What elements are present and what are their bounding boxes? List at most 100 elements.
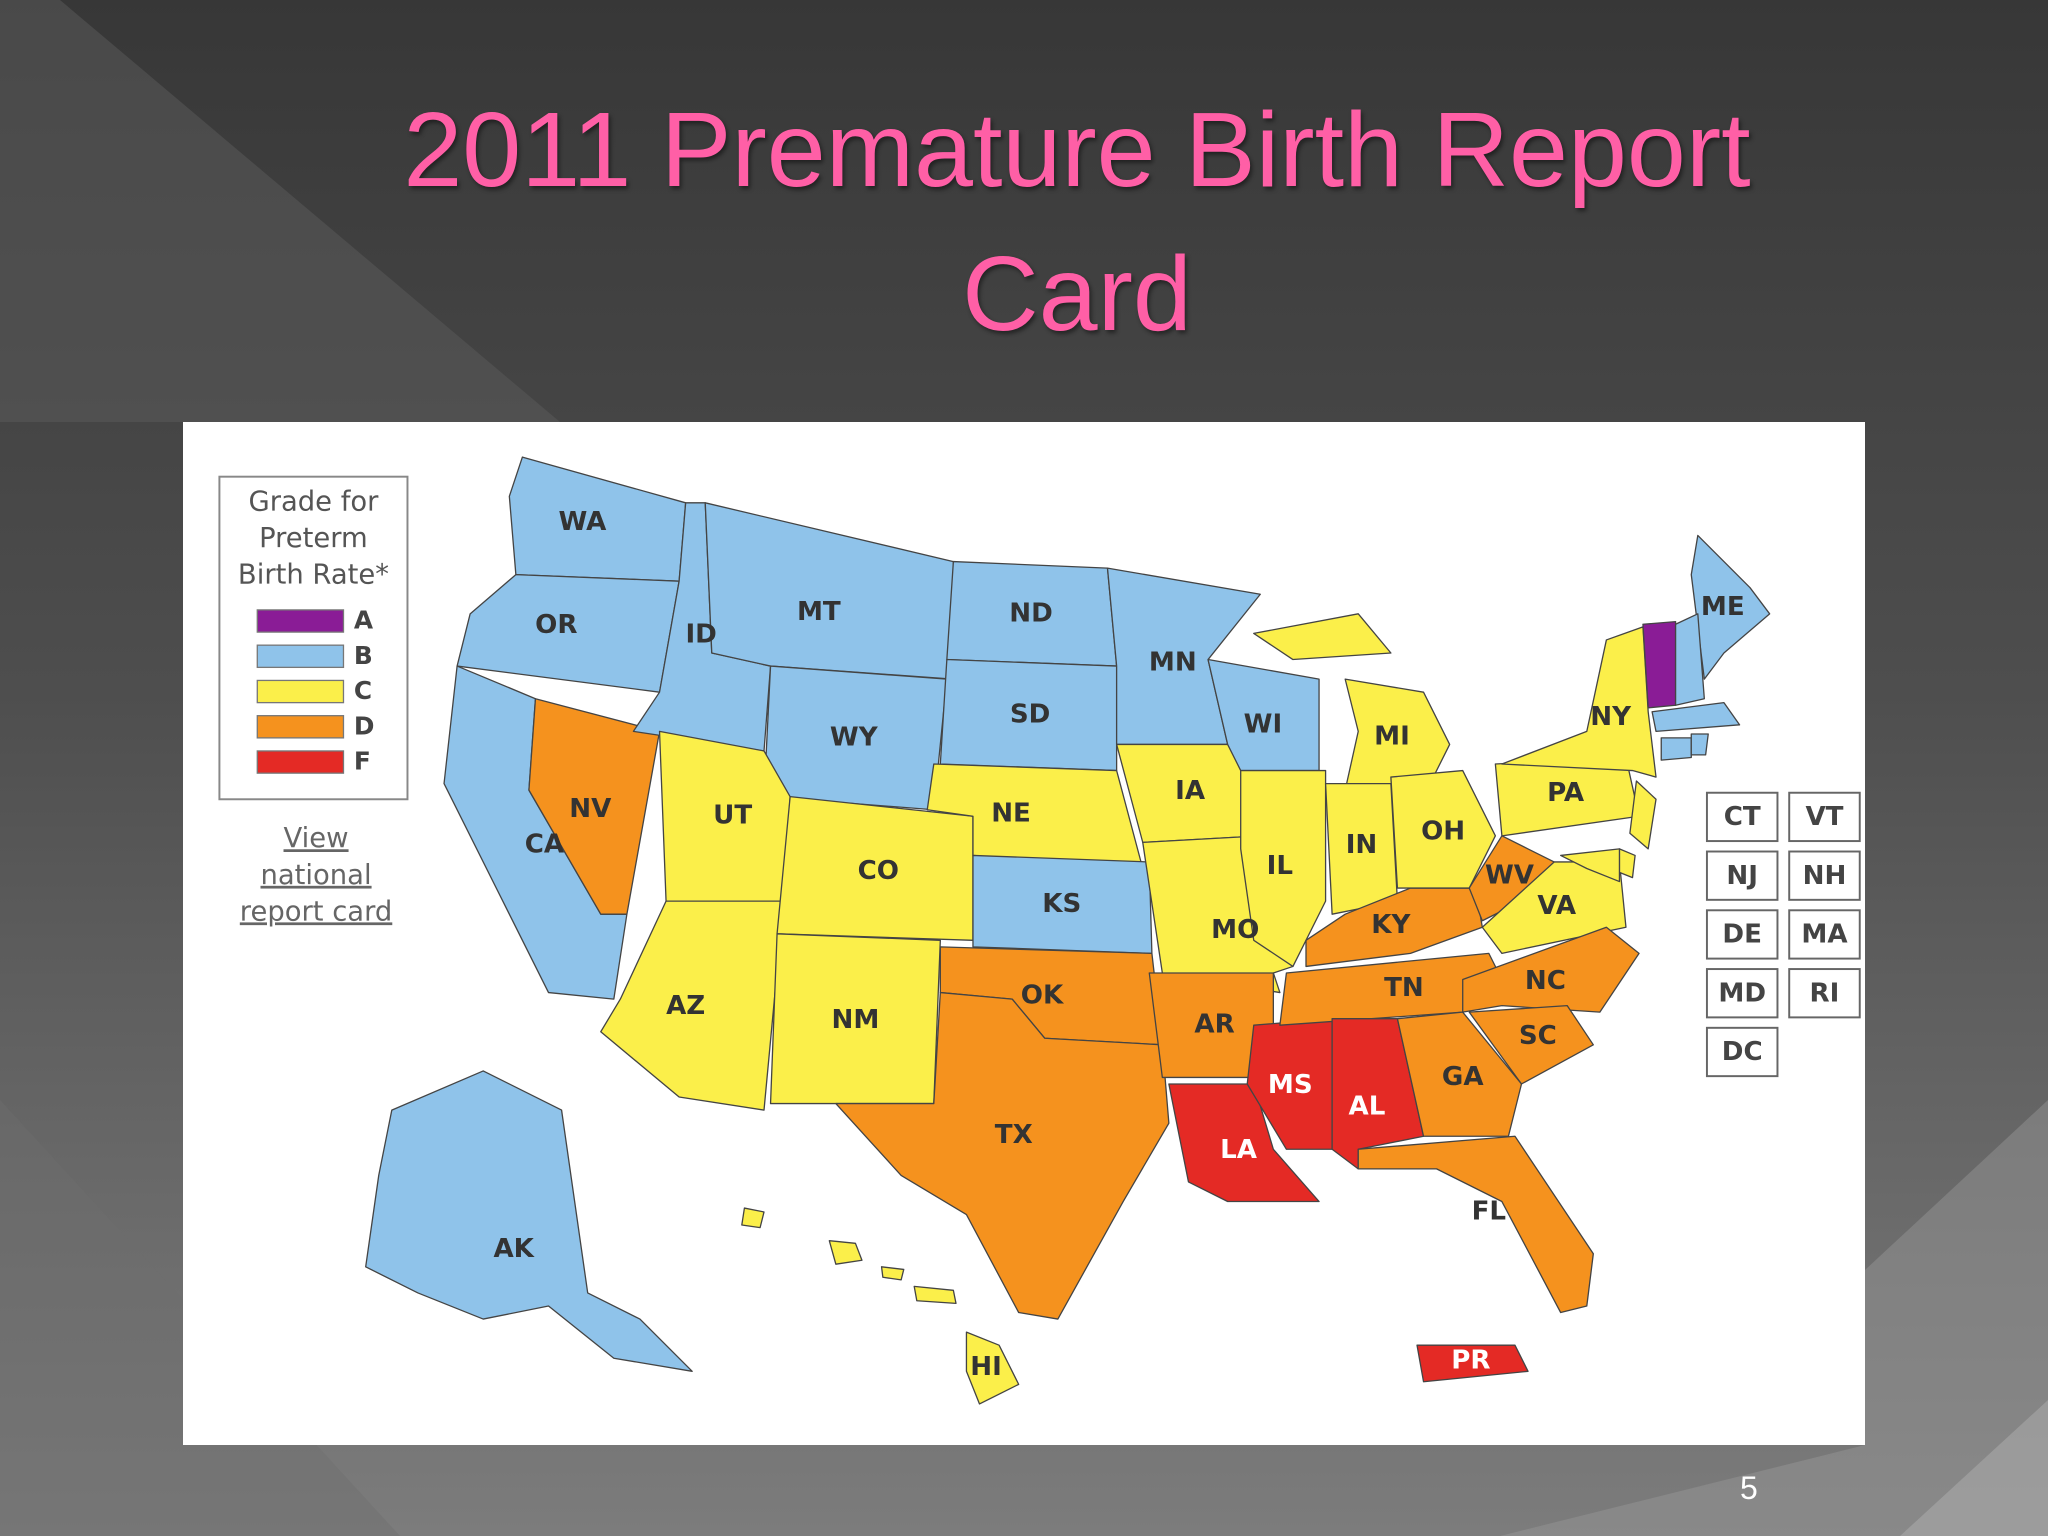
state-shape: [1416, 1344, 1529, 1383]
small-state-box: [1705, 909, 1779, 960]
state-label: OR: [535, 610, 577, 640]
state-label: KY: [1371, 910, 1411, 940]
state-label: IL: [1267, 851, 1293, 881]
legend-swatch: [256, 609, 345, 633]
small-state-label: VT: [1805, 802, 1843, 832]
state-shape: [456, 573, 680, 693]
state-label: AZ: [666, 991, 705, 1021]
slide-title: 2011 Premature Birth Report Card: [403, 91, 1751, 353]
state-shape: [913, 1285, 957, 1305]
state-shape: [835, 991, 1170, 1320]
state-label: CA: [525, 829, 565, 859]
state-shape: [828, 1240, 863, 1265]
small-state-label: MD: [1718, 978, 1766, 1008]
state-shape: [1560, 848, 1621, 883]
state-label: OK: [1021, 980, 1065, 1010]
state-label: MN: [1149, 647, 1197, 677]
legend-letter: C: [354, 676, 372, 705]
state-label: CO: [858, 856, 899, 886]
report-card-link: national: [261, 860, 372, 891]
state-shape: [1253, 613, 1392, 661]
small-state-box: [1788, 909, 1861, 960]
state-shape: [1629, 780, 1657, 850]
state-shape: [1674, 613, 1705, 706]
state-label: TX: [995, 1120, 1033, 1150]
small-state-label: DC: [1722, 1037, 1763, 1067]
legend-title: Birth Rate*: [238, 559, 389, 590]
small-state-box: [1705, 968, 1779, 1019]
state-label: GA: [1442, 1062, 1484, 1092]
state-label: IA: [1175, 776, 1206, 806]
slide-number: 5: [1740, 1470, 1758, 1506]
state-label: IN: [1346, 830, 1378, 860]
state-label: AL: [1349, 1091, 1386, 1121]
state-label: WA: [559, 507, 608, 537]
state-label: NE: [991, 799, 1031, 829]
report-card-link: report card: [240, 896, 392, 927]
state-label: AR: [1194, 1010, 1234, 1040]
state-label: WY: [830, 722, 879, 752]
report-card-link: View: [284, 823, 349, 854]
state-shape: [1396, 1011, 1523, 1137]
state-label: LA: [1220, 1135, 1258, 1165]
state-label: WV: [1485, 861, 1535, 891]
state-label: NC: [1525, 966, 1566, 996]
state-shape: [741, 1207, 765, 1229]
legend-letter: D: [354, 711, 375, 740]
state-shape: [1357, 1135, 1594, 1314]
state-label: HI: [970, 1352, 1002, 1382]
legend-letter: B: [354, 641, 373, 670]
state-shape: [1642, 621, 1677, 709]
state-label: UT: [713, 801, 752, 831]
legend-swatch: [256, 715, 345, 739]
state-label: NV: [569, 794, 612, 824]
legend-swatch: [256, 750, 345, 774]
state-label: MI: [1374, 721, 1410, 751]
small-state-box: [1788, 850, 1861, 901]
state-shape: [880, 1266, 905, 1281]
state-label: MT: [797, 597, 841, 627]
state-label: WI: [1244, 709, 1283, 739]
state-shape: [1481, 861, 1627, 955]
legend-swatch: [256, 644, 345, 669]
small-state-box: [1788, 791, 1861, 843]
state-label: KS: [1042, 889, 1081, 919]
legend-swatch: [256, 679, 345, 704]
state-shape: [365, 1070, 693, 1372]
legend-letter: F: [354, 747, 371, 776]
state-shape: [965, 1331, 1020, 1405]
small-state-box: [1705, 1026, 1779, 1078]
state-shape: [1690, 534, 1771, 680]
small-state-box: [1705, 791, 1779, 843]
small-state-box: [1788, 968, 1861, 1019]
legend-letter: A: [354, 606, 374, 635]
state-label: ID: [685, 620, 716, 650]
state-label: PA: [1547, 778, 1585, 808]
state-shape: [1690, 733, 1709, 756]
state-label: ND: [1009, 598, 1053, 628]
state-shape: [1240, 769, 1327, 968]
state-label: VA: [1537, 891, 1576, 921]
small-state-label: CT: [1724, 802, 1761, 832]
state-label: OH: [1421, 816, 1465, 846]
state-label: NY: [1590, 702, 1632, 732]
state-label: FL: [1472, 1197, 1506, 1227]
state-label: AK: [493, 1234, 535, 1264]
small-state-label: RI: [1810, 978, 1840, 1008]
state-label: ME: [1701, 592, 1745, 622]
state-label: MO: [1211, 915, 1259, 945]
small-state-label: NH: [1803, 861, 1847, 891]
state-shape: [1390, 769, 1497, 889]
state-label: NM: [832, 1005, 880, 1035]
legend-title: Preterm: [259, 523, 368, 554]
legend-title: Grade for: [248, 486, 379, 517]
small-state-box: [1705, 850, 1779, 901]
small-state-label: NJ: [1726, 861, 1758, 891]
state-label: TN: [1384, 973, 1424, 1003]
small-state-label: MA: [1801, 920, 1848, 950]
state-shape: [1468, 1004, 1594, 1085]
small-state-label: DE: [1722, 920, 1762, 950]
